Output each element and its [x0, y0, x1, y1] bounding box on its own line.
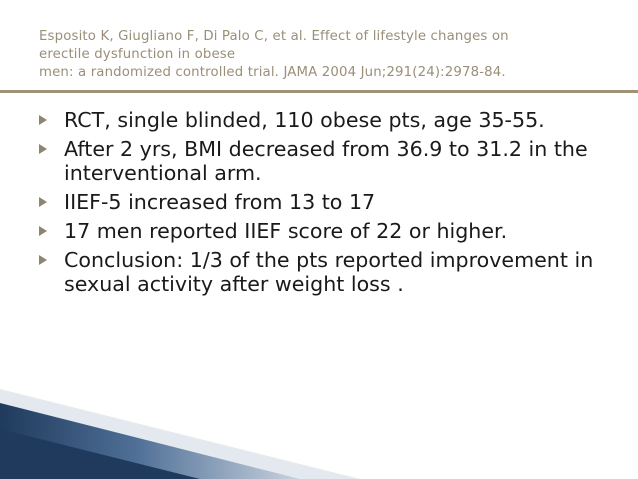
bullet-text: Conclusion: 1/3 of the pts reported impr…: [64, 248, 594, 296]
bullet-item-iief-score: 17 men reported IIEF score of 22 or high…: [39, 219, 599, 243]
right-triangle-bullet-icon: [39, 144, 47, 154]
bullet-text: RCT, single blinded, 110 obese pts, age …: [64, 108, 545, 132]
title-line-3: men: a randomized controlled trial. JAMA…: [39, 65, 506, 80]
bullet-list: RCT, single blinded, 110 obese pts, age …: [39, 108, 599, 301]
bullet-text: After 2 yrs, BMI decreased from 36.9 to …: [64, 137, 588, 185]
right-triangle-bullet-icon: [39, 226, 47, 236]
bullet-text: IIEF-5 increased from 13 to 17: [64, 190, 376, 214]
bullet-item-iief5: IIEF-5 increased from 13 to 17: [39, 190, 599, 214]
title-line-1: Esposito K, Giugliano F, Di Palo C, et a…: [39, 29, 509, 44]
right-triangle-bullet-icon: [39, 197, 47, 207]
bullet-item-bmi: After 2 yrs, BMI decreased from 36.9 to …: [39, 137, 599, 185]
corner-swoosh-decoration: [0, 389, 360, 479]
slide-title: Esposito K, Giugliano F, Di Palo C, et a…: [39, 28, 619, 82]
bullet-item-conclusion: Conclusion: 1/3 of the pts reported impr…: [39, 248, 599, 296]
title-divider: [0, 90, 638, 93]
bullet-item-design: RCT, single blinded, 110 obese pts, age …: [39, 108, 599, 132]
right-triangle-bullet-icon: [39, 255, 47, 265]
bullet-text: 17 men reported IIEF score of 22 or high…: [64, 219, 508, 243]
title-line-2: erectile dysfunction in obese: [39, 47, 236, 62]
right-triangle-bullet-icon: [39, 115, 47, 125]
